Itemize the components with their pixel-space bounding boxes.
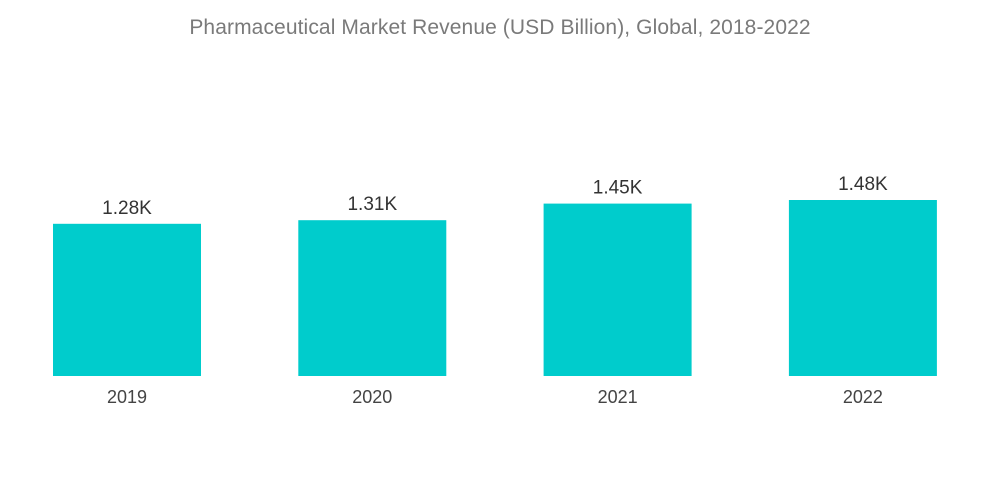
bars-layer bbox=[53, 200, 937, 376]
x-tick-label-2019: 2019 bbox=[107, 387, 147, 407]
x-tick-label-2021: 2021 bbox=[598, 387, 638, 407]
data-label-2020: 1.31K bbox=[347, 194, 397, 215]
x-axis-tick-labels: 2019 2020 2021 2022 bbox=[107, 387, 883, 407]
bar-2022 bbox=[788, 200, 937, 376]
data-label-2021: 1.45K bbox=[593, 178, 643, 199]
x-tick-label-2020: 2020 bbox=[352, 387, 392, 407]
x-tick-label-2022: 2022 bbox=[843, 387, 883, 407]
bar-2020 bbox=[298, 220, 447, 376]
chart-title: Pharmaceutical Market Revenue (USD Billi… bbox=[189, 16, 811, 39]
bar-2019 bbox=[53, 223, 201, 376]
data-label-2019: 1.28K bbox=[102, 198, 152, 219]
data-label-2022: 1.48K bbox=[838, 174, 888, 195]
value-labels-layer: 1.28K 1.31K 1.45K 1.48K bbox=[102, 174, 888, 219]
bar-2021 bbox=[543, 203, 692, 376]
